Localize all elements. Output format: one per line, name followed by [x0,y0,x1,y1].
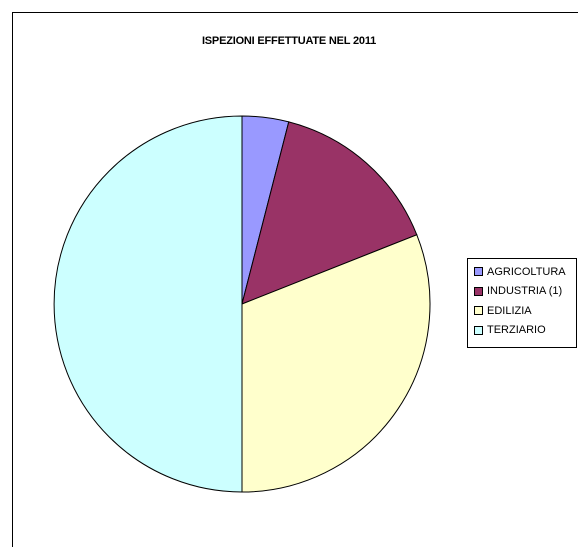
legend: AGRICOLTURA INDUSTRIA (1) EDILIZIA TERZI… [467,258,577,348]
legend-swatch-industria [474,286,483,296]
chart-title: ISPEZIONI EFFETTUATE NEL 2011 [201,35,377,47]
legend-label-terziario: TERZIARIO [487,324,546,337]
pie-slice-edilizia [241,234,431,493]
legend-item-edilizia: EDILIZIA [474,301,576,321]
legend-item-agricoltura: AGRICOLTURA [474,262,576,282]
legend-item-terziario: TERZIARIO [474,321,576,341]
legend-label-industria: INDUSTRIA (1) [487,285,563,298]
pie-slice-industria [241,121,418,305]
legend-swatch-agricoltura [474,267,483,277]
legend-swatch-edilizia [474,306,483,316]
pie-slice-terziario [53,115,243,493]
legend-label-edilizia: EDILIZIA [487,304,532,317]
legend-swatch-terziario [474,325,483,335]
legend-item-industria: INDUSTRIA (1) [474,282,576,302]
legend-label-agricoltura: AGRICOLTURA [487,265,566,278]
